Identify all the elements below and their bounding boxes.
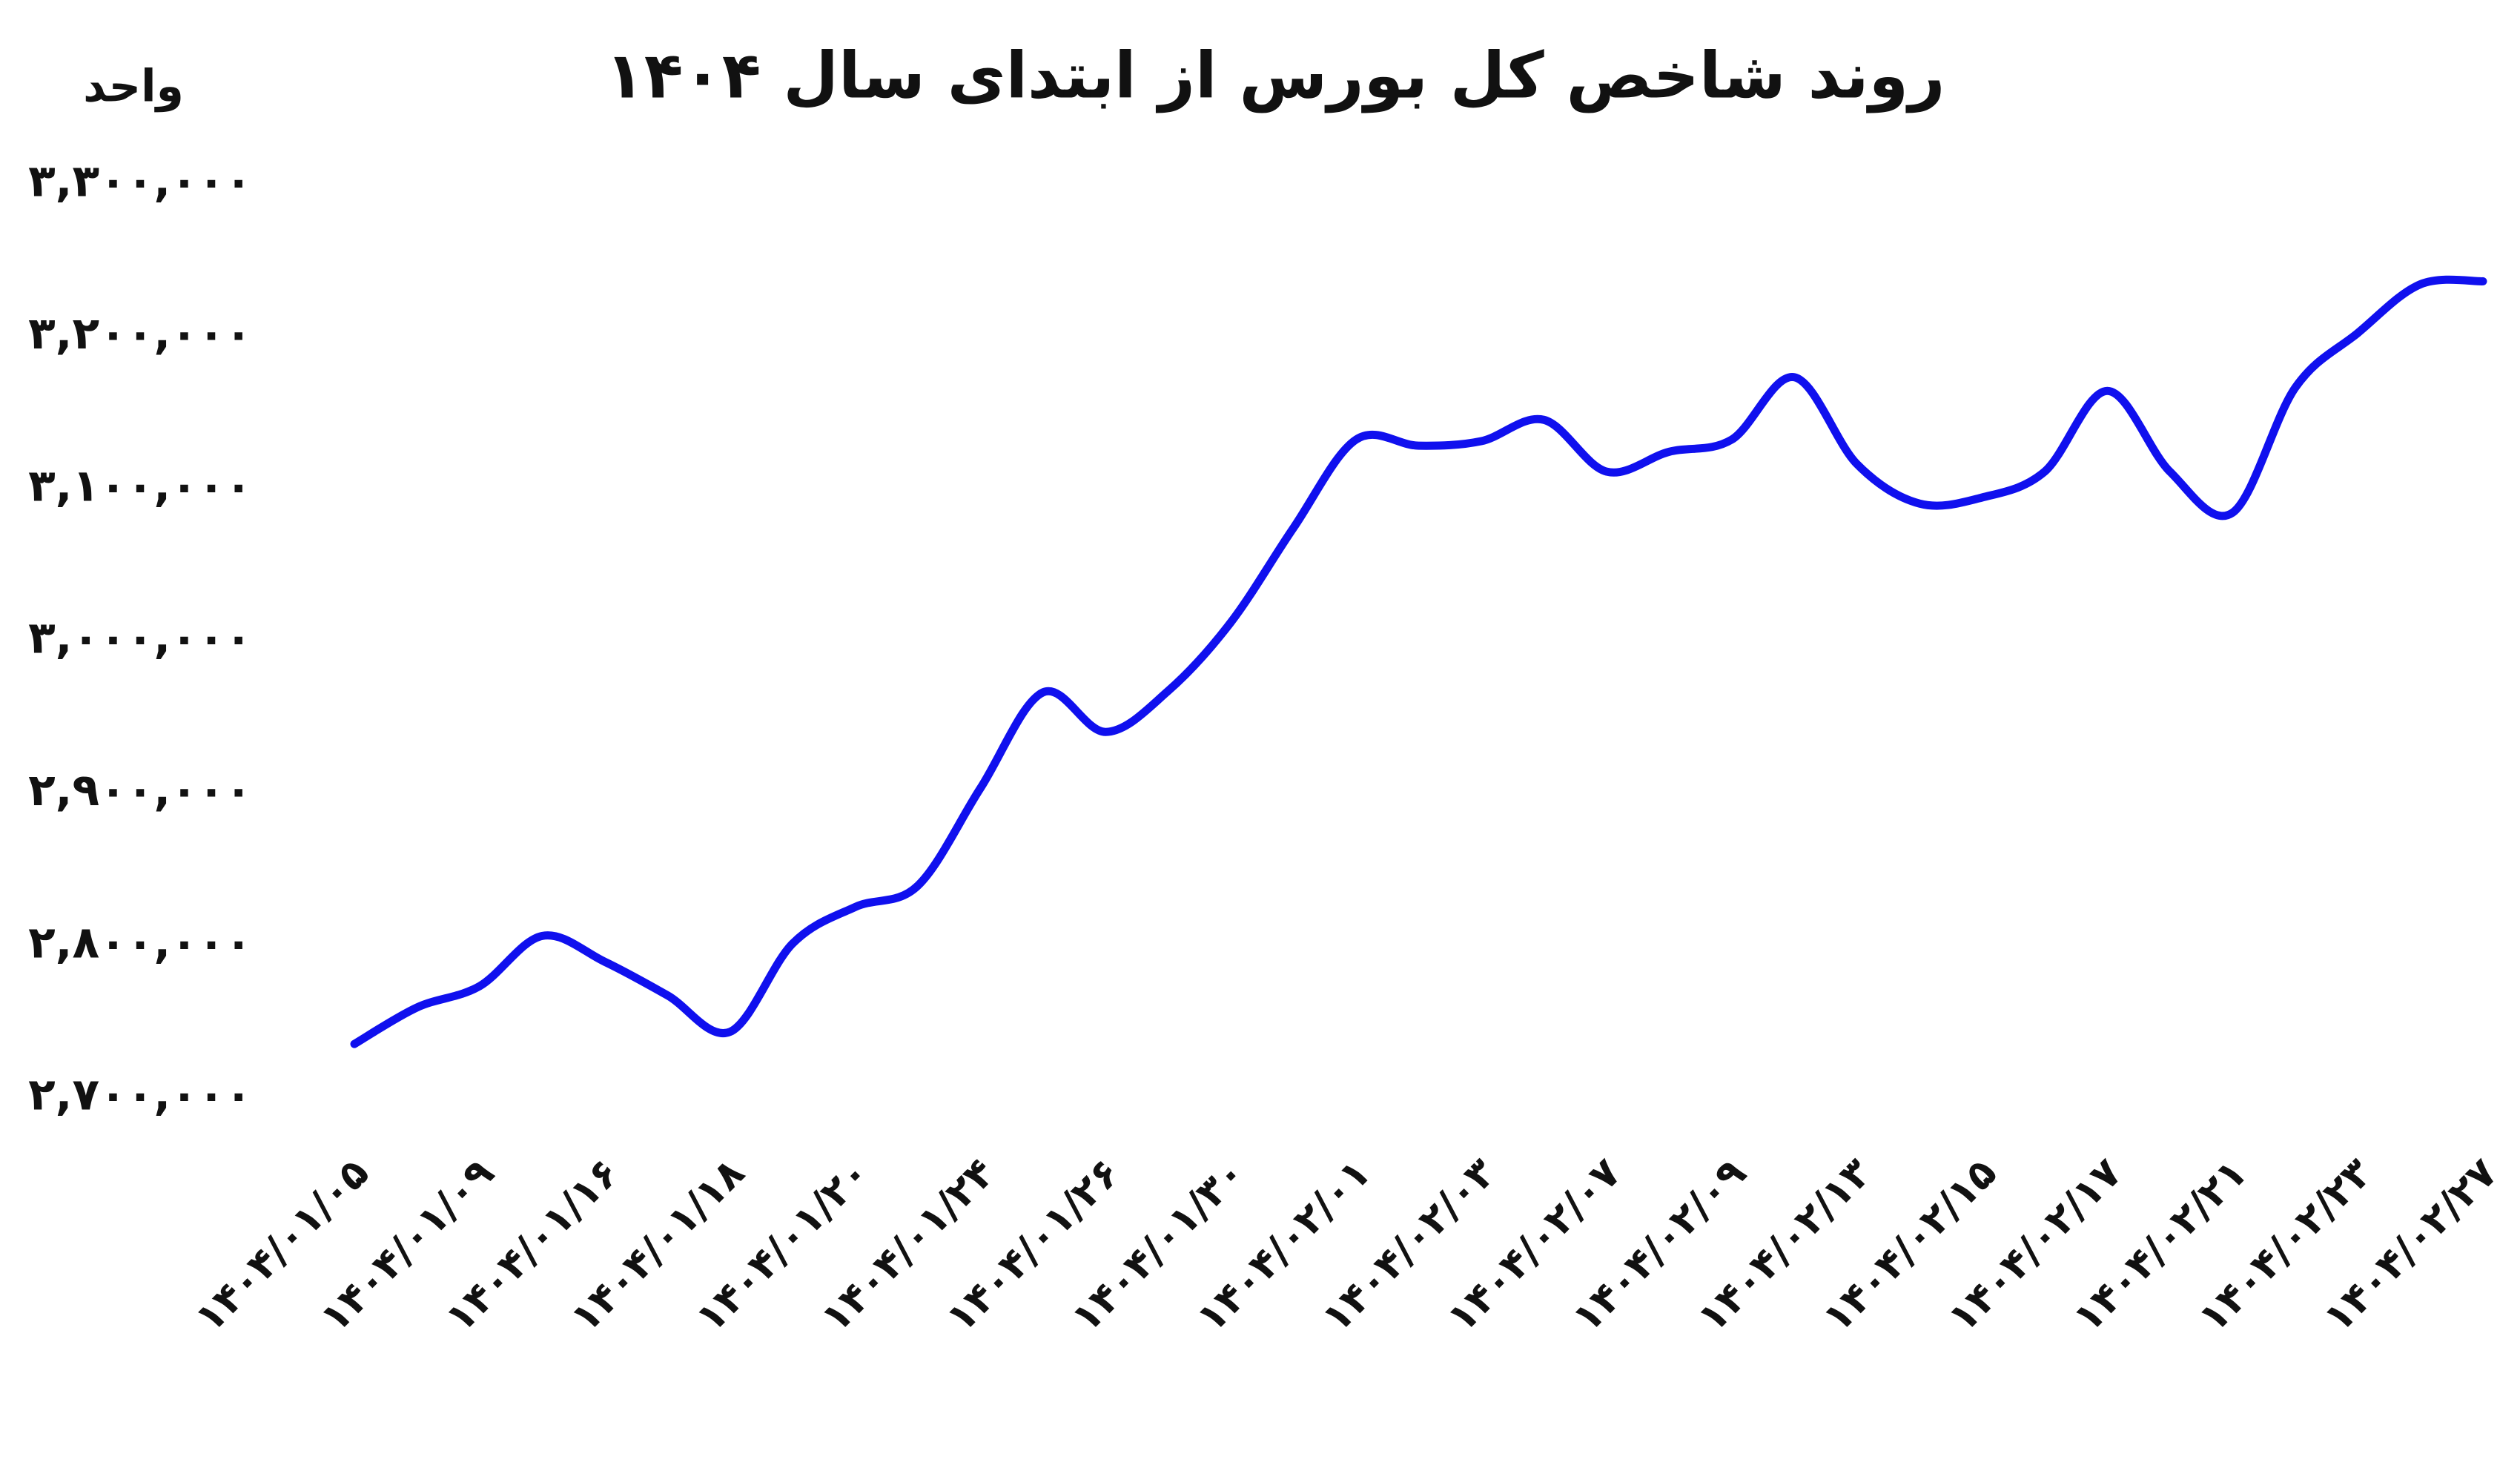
y-tick-label: ۳,۰۰۰,۰۰۰ (28, 612, 252, 664)
y-axis-label: واحد (83, 61, 184, 113)
y-tick-label: ۳,۱۰۰,۰۰۰ (28, 460, 252, 512)
data-line (350, 275, 2487, 1048)
y-tick-label: ۳,۲۰۰,۰۰۰ (28, 308, 252, 360)
y-tick-label: ۲,۸۰۰,۰۰۰ (28, 916, 252, 968)
y-tick-label: ۲,۷۰۰,۰۰۰ (28, 1069, 252, 1121)
chart-title: روند شاخص کل بورس از ابتدای سال ۱۴۰۴ (605, 39, 1945, 113)
y-tick-label: ۲,۹۰۰,۰۰۰ (28, 764, 252, 816)
y-tick-label: ۳,۳۰۰,۰۰۰ (28, 156, 252, 208)
